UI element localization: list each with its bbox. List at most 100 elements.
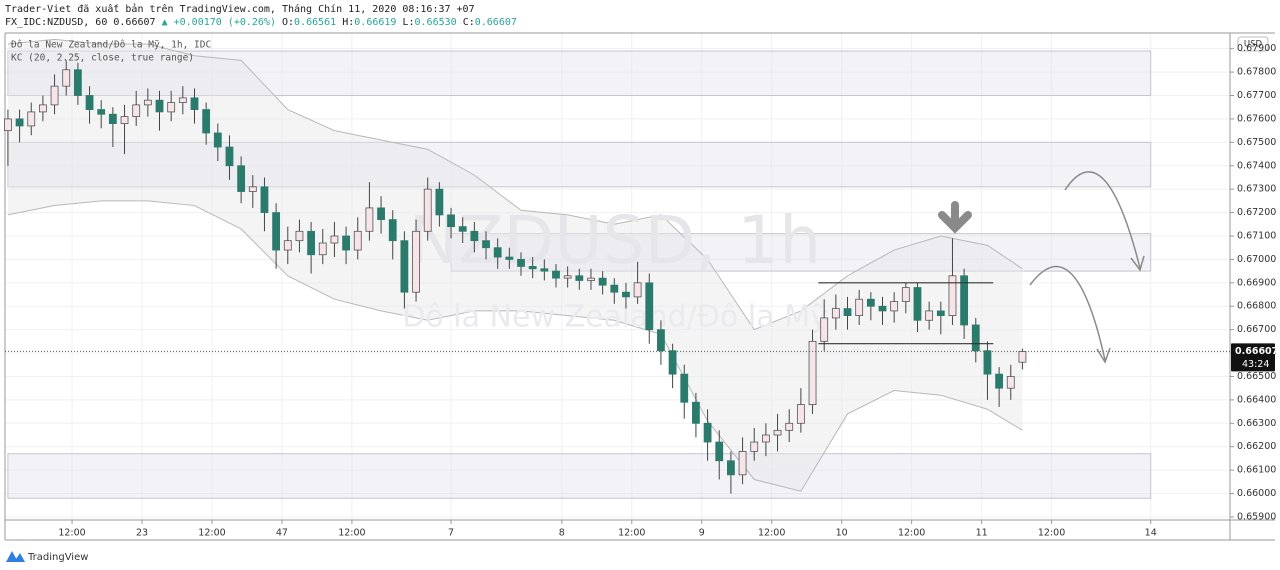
candle-body <box>995 373 1004 389</box>
annotations <box>938 171 1145 364</box>
candle-body <box>750 441 759 452</box>
ohlc-value: 0.66619 <box>354 17 396 28</box>
change: ▲ +0.00170 (+0.26%) <box>162 17 276 28</box>
candle-body <box>960 275 969 326</box>
candle-body <box>202 109 211 134</box>
y-tick-label: 0.66100 <box>1237 465 1276 476</box>
candle-body <box>435 188 444 216</box>
x-tick-label: 12:00 <box>1038 528 1065 539</box>
candle-body <box>108 113 117 125</box>
candle-body <box>155 99 164 113</box>
candle-body <box>1006 376 1015 389</box>
x-tick-label: 11 <box>976 528 988 539</box>
candle-body <box>283 240 292 251</box>
candle-body <box>167 102 176 113</box>
foreground <box>4 60 1230 494</box>
candle-body <box>901 287 910 302</box>
y-tick-label: 0.67900 <box>1237 43 1276 54</box>
x-tick-label: 12:00 <box>758 528 785 539</box>
y-tick-label: 0.67300 <box>1237 184 1276 195</box>
y-tick-label: 0.67400 <box>1237 160 1276 171</box>
candle-body <box>97 109 106 115</box>
candle-body <box>622 291 630 298</box>
candle-body <box>587 277 595 281</box>
brand[interactable]: TradingView <box>27 552 88 563</box>
candle-body <box>528 266 537 270</box>
candle-body <box>73 69 82 96</box>
candle-body <box>563 275 572 279</box>
candle-body <box>505 256 514 260</box>
candle-body <box>400 240 409 293</box>
candle-body <box>120 116 129 125</box>
candle-body <box>808 340 817 405</box>
candle-body <box>831 308 840 319</box>
arrow-head <box>1096 347 1111 364</box>
candle-body <box>15 118 24 127</box>
price-label: 0.66607 <box>1235 346 1278 357</box>
currency-badge[interactable] <box>1237 36 1269 52</box>
candle-body <box>610 284 619 293</box>
y-tick-label: 0.67700 <box>1237 90 1276 101</box>
candle-body <box>295 230 304 242</box>
y-tick-label: 0.66200 <box>1237 441 1276 452</box>
candle-body <box>62 69 71 87</box>
candle-body <box>727 460 735 476</box>
candle-body <box>318 242 327 256</box>
candle-body <box>843 308 852 317</box>
candle-body <box>85 95 94 110</box>
candle-body <box>353 230 362 251</box>
candle-body <box>27 111 36 127</box>
candle-body <box>225 146 234 167</box>
x-tick-label: 12:00 <box>58 528 85 539</box>
candle-body <box>458 226 467 232</box>
candle-body <box>575 275 584 281</box>
x-tick-label: 12:00 <box>198 528 225 539</box>
y-tick-label: 0.66300 <box>1237 418 1276 429</box>
candle-body <box>680 373 689 403</box>
x-tick-label: 12:00 <box>338 528 365 539</box>
footer: TradingView <box>6 551 88 563</box>
last-price: 0.66607 <box>113 17 155 28</box>
ohlc-value: 0.66530 <box>415 17 457 28</box>
y-tick-label: 0.66000 <box>1237 488 1276 499</box>
candle-body <box>692 401 700 424</box>
candle-body <box>38 104 47 113</box>
down-arrow <box>938 201 972 234</box>
candle-body <box>482 240 490 249</box>
candle-body <box>377 207 385 221</box>
x-tick-label: 23 <box>136 528 148 539</box>
price-label-bg <box>1231 343 1275 372</box>
x-tick-label: 12:00 <box>618 528 645 539</box>
currency: USD <box>1244 40 1263 50</box>
symbol: FX_IDC:NZDUSD, 60 <box>5 17 107 28</box>
candle-body <box>925 310 934 321</box>
ohlc-label: L: <box>402 17 414 28</box>
candle-body <box>796 404 805 424</box>
x-tick-label: 7 <box>448 528 454 539</box>
candle-body <box>237 165 246 192</box>
candle-body <box>773 429 782 436</box>
countdown: 43:24 <box>1242 359 1269 370</box>
candle-body <box>668 350 677 375</box>
candle-body <box>657 329 665 352</box>
candle-body <box>785 422 794 431</box>
y-tick-label: 0.67100 <box>1237 230 1276 241</box>
candle-body <box>493 247 502 258</box>
candle-body <box>143 99 152 106</box>
candle-body <box>272 212 281 251</box>
candle-body <box>645 282 654 331</box>
y-tick-label: 0.67000 <box>1237 254 1276 265</box>
forecast-arrow <box>1064 171 1141 269</box>
y-tick-label: 0.66400 <box>1237 394 1276 405</box>
y-tick-label: 0.66700 <box>1237 324 1276 335</box>
candle-body <box>983 350 992 375</box>
x-tick-label: 10 <box>836 528 848 539</box>
candle-body <box>190 97 199 110</box>
candle-body <box>936 310 945 317</box>
zone <box>7 141 1152 188</box>
candle-body <box>412 230 420 293</box>
y-tick-label: 0.67800 <box>1237 67 1276 78</box>
channel-upper <box>7 38 1023 331</box>
watermark-sub: Đô la New Zealand/Đô la Mỹ <box>402 300 828 335</box>
candle-body <box>948 275 957 317</box>
